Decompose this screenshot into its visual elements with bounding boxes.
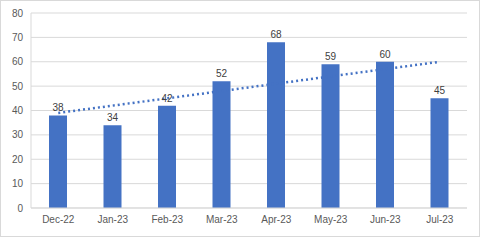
svg-text:60: 60	[379, 49, 391, 60]
svg-text:59: 59	[325, 51, 337, 62]
svg-text:60: 60	[12, 56, 24, 67]
svg-text:70: 70	[12, 32, 24, 43]
svg-text:38: 38	[52, 102, 64, 113]
svg-text:Jul-23: Jul-23	[426, 214, 454, 225]
svg-text:30: 30	[12, 129, 24, 140]
svg-text:Apr-23: Apr-23	[261, 214, 291, 225]
svg-text:50: 50	[12, 81, 24, 92]
svg-text:Jan-23: Jan-23	[97, 214, 128, 225]
svg-text:80: 80	[12, 8, 24, 19]
svg-text:68: 68	[270, 29, 282, 40]
svg-text:Mar-23: Mar-23	[206, 214, 238, 225]
svg-text:Dec-22: Dec-22	[42, 214, 75, 225]
svg-text:45: 45	[434, 85, 446, 96]
svg-text:Jun-23: Jun-23	[370, 214, 401, 225]
svg-text:0: 0	[17, 203, 23, 214]
svg-text:May-23: May-23	[314, 214, 348, 225]
svg-text:42: 42	[161, 93, 173, 104]
svg-text:52: 52	[216, 68, 228, 79]
svg-text:40: 40	[12, 105, 24, 116]
svg-text:20: 20	[12, 154, 24, 165]
svg-text:Feb-23: Feb-23	[151, 214, 183, 225]
svg-text:10: 10	[12, 178, 24, 189]
svg-text:34: 34	[107, 112, 119, 123]
